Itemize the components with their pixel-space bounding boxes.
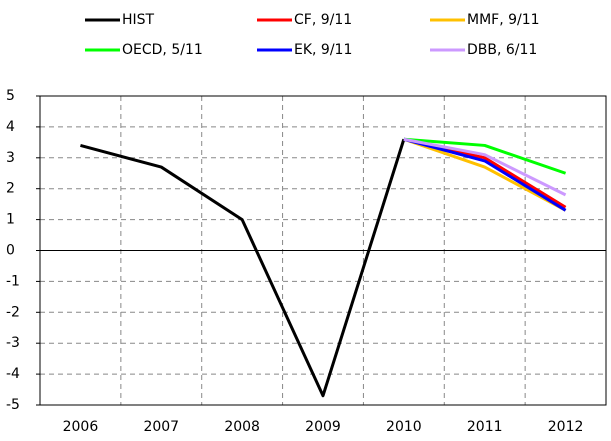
y-tick-label: -4 [6,366,20,382]
x-tick-label: 2006 [63,419,99,435]
series-line [403,137,567,197]
x-tick-label: 2009 [305,419,341,435]
y-tick-label: -1 [6,273,20,289]
y-tick-label: 3 [6,150,15,166]
y-tick-label: 5 [6,88,15,104]
y-tick-label: -5 [6,397,20,413]
x-tick-label: 2010 [386,419,422,435]
legend-label: CF, 9/11 [294,12,352,28]
series-line [403,137,567,212]
series-line [80,138,406,398]
legend-label: HIST [122,12,155,28]
x-tick-label: 2008 [224,419,260,435]
series-line [403,137,567,175]
y-tick-label: 1 [6,212,15,228]
legend-label: OECD, 5/11 [122,42,203,58]
series-line [403,137,567,212]
y-tick-label: 0 [6,243,15,259]
y-tick-label: 2 [6,181,15,197]
y-tick-label: -2 [6,304,20,320]
legend-label: MMF, 9/11 [467,12,540,28]
x-tick-label: 2007 [143,419,179,435]
x-tick-label: 2012 [548,419,584,435]
x-tick-label: 2011 [467,419,503,435]
y-tick-label: 4 [6,119,15,135]
legend-label: EK, 9/11 [294,42,352,58]
y-tick-label: -3 [6,335,20,351]
legend-label: DBB, 6/11 [467,42,537,58]
